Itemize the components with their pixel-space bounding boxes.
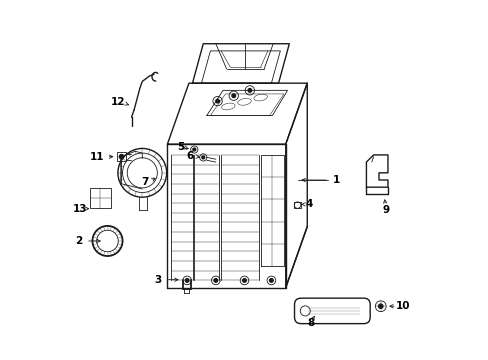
Circle shape xyxy=(242,279,246,282)
Circle shape xyxy=(378,304,382,309)
Circle shape xyxy=(214,279,217,282)
Circle shape xyxy=(185,279,188,282)
Text: 8: 8 xyxy=(306,318,314,328)
Text: 3: 3 xyxy=(154,275,161,285)
Circle shape xyxy=(247,89,251,92)
Circle shape xyxy=(202,156,204,159)
Text: 1: 1 xyxy=(332,175,339,185)
Text: 5: 5 xyxy=(177,141,184,152)
Circle shape xyxy=(192,148,195,151)
Text: 9: 9 xyxy=(382,206,389,216)
Text: 4: 4 xyxy=(305,199,312,210)
Text: 12: 12 xyxy=(111,97,125,107)
Circle shape xyxy=(119,154,123,159)
Text: 6: 6 xyxy=(186,150,194,161)
Text: 7: 7 xyxy=(141,177,148,187)
Text: 2: 2 xyxy=(75,236,82,246)
Circle shape xyxy=(269,279,273,282)
Circle shape xyxy=(215,99,219,103)
Text: 13: 13 xyxy=(73,204,87,214)
Text: 11: 11 xyxy=(90,152,104,162)
Circle shape xyxy=(231,94,235,98)
Text: 10: 10 xyxy=(395,301,409,311)
